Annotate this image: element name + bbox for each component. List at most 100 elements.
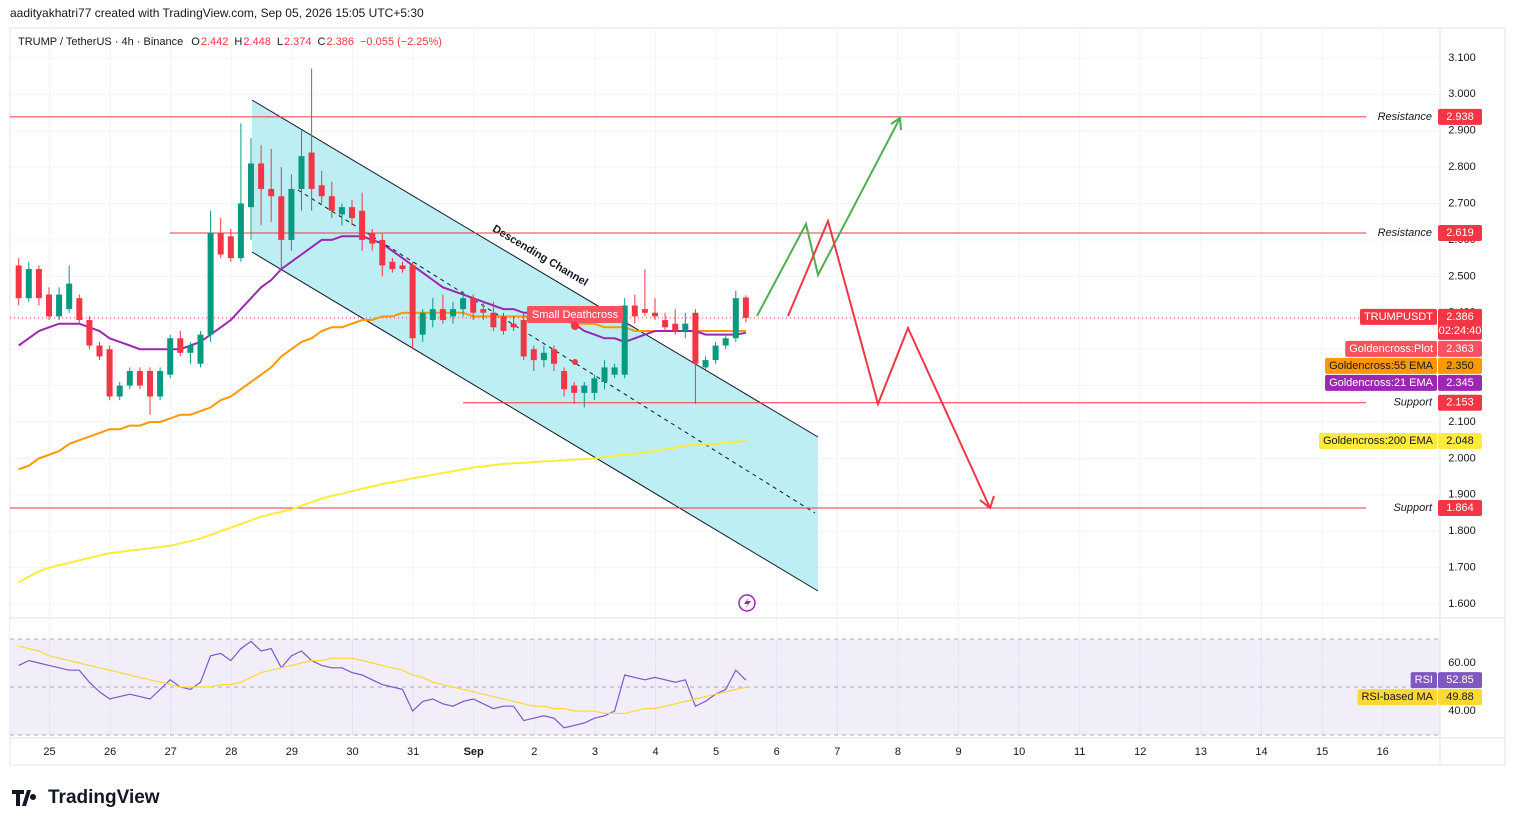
y-tick-label: 1.700 — [1448, 562, 1476, 574]
x-tick-label: 10 — [1013, 746, 1025, 758]
ohlc-value: 2.374 — [284, 36, 312, 48]
candle-body — [298, 156, 305, 189]
channel-fill — [252, 100, 818, 591]
value-tag — [1438, 432, 1482, 449]
candle-body — [419, 312, 426, 335]
x-tick-label: 15 — [1316, 746, 1328, 758]
candle-body — [46, 294, 52, 317]
candle-body — [662, 320, 669, 328]
channel-upper — [251, 99, 819, 438]
name-tag-text: Goldencross:Plot — [1349, 343, 1433, 355]
brand-name: TradingView — [48, 787, 160, 808]
y-tick-label: 2.900 — [1448, 125, 1476, 137]
rsi-line — [18, 645, 747, 714]
bull-arrowhead — [890, 116, 902, 131]
y-tick-label: 2.700 — [1448, 197, 1476, 209]
deathcross-dot — [572, 359, 578, 365]
candle-body — [268, 188, 275, 197]
last-price-countdown: 02:24:40 — [1439, 325, 1482, 337]
candle-body — [429, 309, 436, 321]
candle-body — [399, 265, 406, 270]
candle-body — [621, 305, 628, 375]
candle-body — [258, 163, 265, 189]
x-tick-label: 5 — [713, 746, 719, 758]
candle-body — [96, 345, 103, 357]
deathcross-label: Small Deathcross — [532, 309, 619, 321]
last-price-value: 2.386 — [1446, 311, 1474, 323]
y-tick-label: 1.600 — [1448, 598, 1476, 610]
level-name: Resistance — [1378, 227, 1432, 239]
value-tag — [1438, 689, 1482, 706]
level-name: Resistance — [1378, 111, 1432, 123]
candle-body — [187, 345, 194, 353]
candle-body — [278, 196, 285, 240]
candle-body — [470, 298, 477, 313]
level-name: Support — [1393, 502, 1432, 514]
candle-body — [217, 232, 224, 255]
name-tag — [1325, 374, 1437, 391]
candle-body — [177, 338, 184, 353]
candle-body — [308, 152, 315, 189]
event-icon-bolt — [744, 597, 751, 609]
value-tag-text: 49.88 — [1446, 691, 1474, 703]
level-value: 2.938 — [1446, 111, 1474, 123]
level-tag — [1438, 499, 1482, 516]
value-tag-text: 2.363 — [1446, 343, 1474, 355]
candle-body — [66, 283, 73, 310]
name-tag — [1325, 357, 1437, 374]
name-tag-text: RSI — [1415, 674, 1433, 686]
candle-body — [227, 236, 234, 259]
x-tick-label: 29 — [286, 746, 298, 758]
brand-logo — [12, 790, 37, 806]
rsi-line — [18, 640, 747, 729]
x-tick-label: 11 — [1074, 746, 1085, 758]
x-tick-label: 28 — [225, 746, 237, 758]
x-tick-label: 12 — [1134, 746, 1146, 758]
ohlc-key: H — [234, 36, 242, 48]
x-tick-label: 13 — [1195, 746, 1207, 758]
candle-body — [157, 371, 164, 397]
candle-body — [571, 385, 578, 393]
deathcross-box — [527, 306, 623, 323]
y-tick-label: 2.500 — [1448, 270, 1476, 282]
y-tick-label: 3.100 — [1448, 52, 1476, 64]
candle-body — [409, 265, 416, 339]
candle-body — [480, 309, 487, 313]
level-tag — [1438, 108, 1482, 125]
y-tick-label: 2.800 — [1448, 161, 1476, 173]
candle-body — [369, 232, 376, 244]
deathcross-dot — [571, 322, 579, 330]
candle-body — [742, 297, 749, 318]
level-value: 2.153 — [1446, 397, 1474, 409]
candle-body — [76, 298, 83, 321]
x-tick-label: 25 — [43, 746, 55, 758]
level-name: Support — [1393, 397, 1432, 409]
x-tick-label: 16 — [1377, 746, 1389, 758]
candle-body — [702, 360, 709, 368]
candle-body — [561, 371, 568, 390]
change: −0.055 (−2.25%) — [360, 36, 442, 48]
x-tick-label: 2 — [531, 746, 537, 758]
candle-body — [510, 323, 517, 328]
candle-body — [126, 371, 133, 386]
x-tick-label: 31 — [407, 746, 419, 758]
last-price-name-tag — [1359, 308, 1437, 325]
last-price-name: TRUMPUSDT — [1364, 311, 1433, 323]
credit: aadityakhatri77 created with TradingView… — [10, 6, 424, 20]
candle-body — [490, 312, 497, 328]
x-tick-label: 30 — [346, 746, 358, 758]
candle-body — [167, 338, 174, 375]
name-tag-text: Goldencross:21 EMA — [1329, 377, 1434, 389]
x-tick-label: 6 — [774, 746, 780, 758]
candle-body — [682, 323, 689, 331]
candle-body — [652, 312, 658, 317]
ohlc-key: L — [277, 36, 283, 48]
channel-lower — [251, 251, 819, 592]
x-tick-label: 8 — [895, 746, 901, 758]
legend: TRUMP / TetherUS · 4h · Binance O 2.442 H 2… — [18, 36, 442, 48]
candle-body — [591, 378, 598, 393]
name-tag — [1318, 432, 1437, 449]
candle-body — [601, 367, 608, 382]
overlay-drawings: Small Deathcross — [527, 116, 995, 612]
